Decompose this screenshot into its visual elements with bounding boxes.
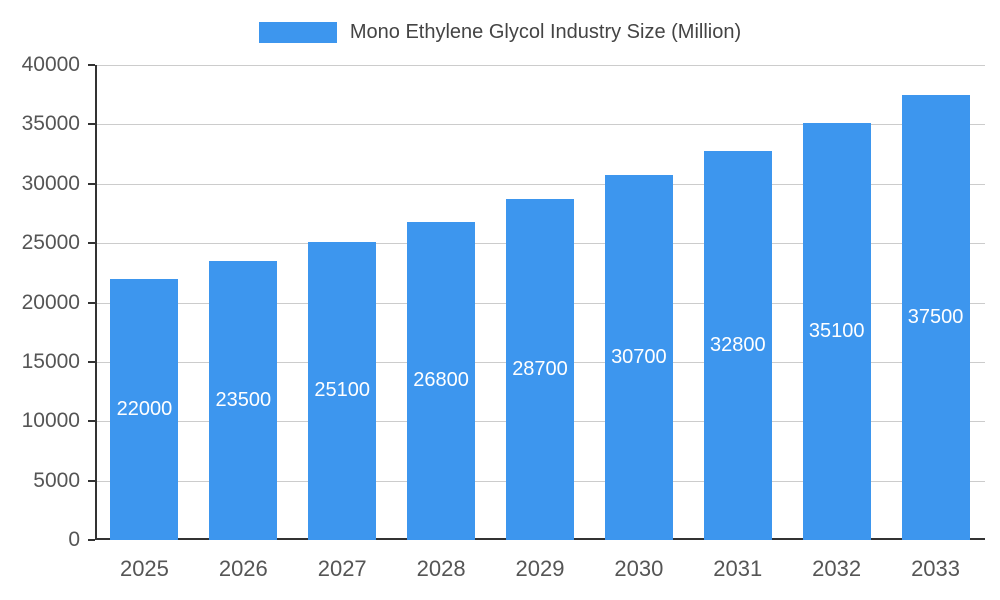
x-axis-label: 2032	[812, 556, 862, 581]
bar: 35100	[802, 123, 871, 540]
legend-label: Mono Ethylene Glycol Industry Size (Mill…	[349, 20, 742, 43]
bar: 30700	[604, 175, 673, 540]
bar-value-label: 22000	[116, 397, 173, 420]
y-axis-label: 30000	[21, 171, 80, 195]
x-axis-label: 2033	[911, 556, 961, 581]
legend-color-swatch	[258, 21, 337, 43]
x-axis-label: 2029	[515, 556, 565, 581]
y-axis-label: 35000	[21, 112, 80, 136]
legend: Mono Ethylene Glycol Industry Size (Mill…	[0, 16, 1000, 48]
gridline	[95, 124, 985, 126]
bar: 28700	[506, 199, 574, 540]
y-axis-tick	[88, 360, 95, 363]
y-axis-tick	[88, 182, 95, 185]
bar: 32800	[703, 150, 772, 540]
y-axis-tick	[88, 123, 95, 126]
y-axis-tick	[88, 479, 95, 482]
y-axis-label: 40000	[21, 53, 80, 76]
bar: 37500	[901, 94, 970, 540]
bar-value-label: 32800	[709, 333, 766, 356]
x-axis-label: 2027	[317, 556, 367, 581]
bar-value-label: 35100	[808, 320, 865, 343]
gridline	[95, 65, 985, 66]
gridline	[95, 183, 985, 185]
bar-value-label: 30700	[611, 346, 667, 369]
x-axis-label: 2028	[416, 556, 466, 581]
y-axis-label: 25000	[21, 231, 80, 255]
bar-value-label: 28700	[512, 358, 568, 381]
bar: 26800	[407, 221, 476, 540]
bar: 23500	[209, 260, 278, 540]
bar: 22000	[110, 278, 179, 540]
bar: 25100	[308, 241, 377, 540]
x-axis-label: 2030	[614, 556, 664, 581]
y-axis-tick	[88, 539, 95, 541]
bar-value-label: 23500	[215, 388, 272, 411]
y-axis-tick	[88, 420, 95, 423]
y-axis-tick	[88, 242, 95, 245]
y-axis-label: 0	[68, 528, 80, 551]
bar-value-label: 25100	[314, 379, 371, 402]
bar-value-label: 26800	[413, 369, 469, 392]
y-axis-label: 15000	[21, 349, 80, 373]
x-axis-label: 2031	[713, 556, 763, 581]
y-axis-label: 10000	[21, 409, 80, 433]
y-axis-label: 5000	[33, 468, 80, 492]
y-axis-tick	[88, 301, 95, 304]
x-axis-label: 2025	[119, 556, 169, 581]
y-axis-label: 20000	[21, 290, 80, 314]
x-axis-label: 2026	[218, 556, 268, 581]
bar-value-label: 37500	[907, 305, 964, 328]
y-axis-tick	[88, 64, 95, 66]
